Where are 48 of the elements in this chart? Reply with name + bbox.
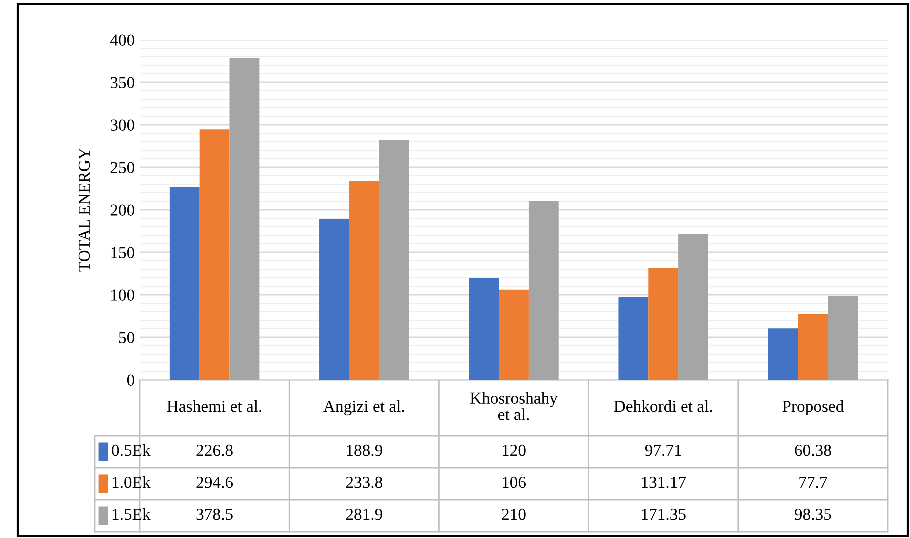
legend-label: 1.5Ek [112, 508, 151, 520]
bar [469, 278, 500, 380]
data-label: 188.9 [347, 444, 382, 456]
data-label: 294.6 [196, 476, 234, 488]
bar [379, 140, 410, 380]
bar [230, 58, 260, 380]
bar [798, 314, 828, 380]
bar [349, 181, 380, 380]
x-tick-label: Dehkordi et al. [614, 400, 712, 412]
bar [648, 268, 679, 380]
legend-label: 1.0Ek [112, 476, 151, 488]
bar [618, 296, 649, 380]
bar [678, 234, 708, 380]
bar [499, 290, 529, 380]
data-label: 226.8 [196, 444, 233, 456]
data-label: 120 [502, 444, 526, 456]
y-tick-label: 250 [110, 162, 135, 174]
data-label: 98.35 [794, 508, 832, 520]
x-tick-label: Hashemi et al. [167, 400, 262, 412]
data-label: 210 [502, 508, 526, 520]
x-tick-label: Angizi et al. [324, 400, 404, 416]
data-label: 171.35 [642, 508, 686, 520]
data-label: 131.17 [642, 476, 686, 488]
data-label: 77.7 [800, 477, 828, 488]
y-tick-label: 350 [110, 77, 135, 88]
y-tick-label: 200 [110, 204, 135, 216]
data-label: 378.5 [196, 508, 233, 520]
y-tick-label: 400 [110, 34, 135, 46]
x-tick-label: Khosroshahy et al. [470, 392, 558, 420]
bar [528, 202, 559, 380]
bar [200, 130, 230, 380]
bar [768, 328, 798, 380]
y-axis-title: TOTAL ENERGY [78, 148, 90, 272]
y-tick-label: 100 [112, 290, 135, 301]
bar [170, 187, 200, 380]
y-tick-label: 0 [127, 374, 135, 386]
data-label: 281.9 [346, 508, 382, 520]
bar [828, 296, 858, 380]
data-label: 97.71 [645, 444, 682, 456]
data-label: 233.8 [346, 476, 383, 488]
y-tick-label: 150 [112, 247, 135, 258]
data-label: 60.38 [795, 444, 832, 456]
y-tick-label: 50 [119, 332, 135, 344]
bar [320, 219, 350, 380]
x-tick-label: Proposed [782, 400, 844, 416]
y-tick-label: 300 [110, 120, 135, 131]
data-label: 106 [502, 476, 526, 488]
legend-label: 0.5Ek [112, 444, 151, 456]
